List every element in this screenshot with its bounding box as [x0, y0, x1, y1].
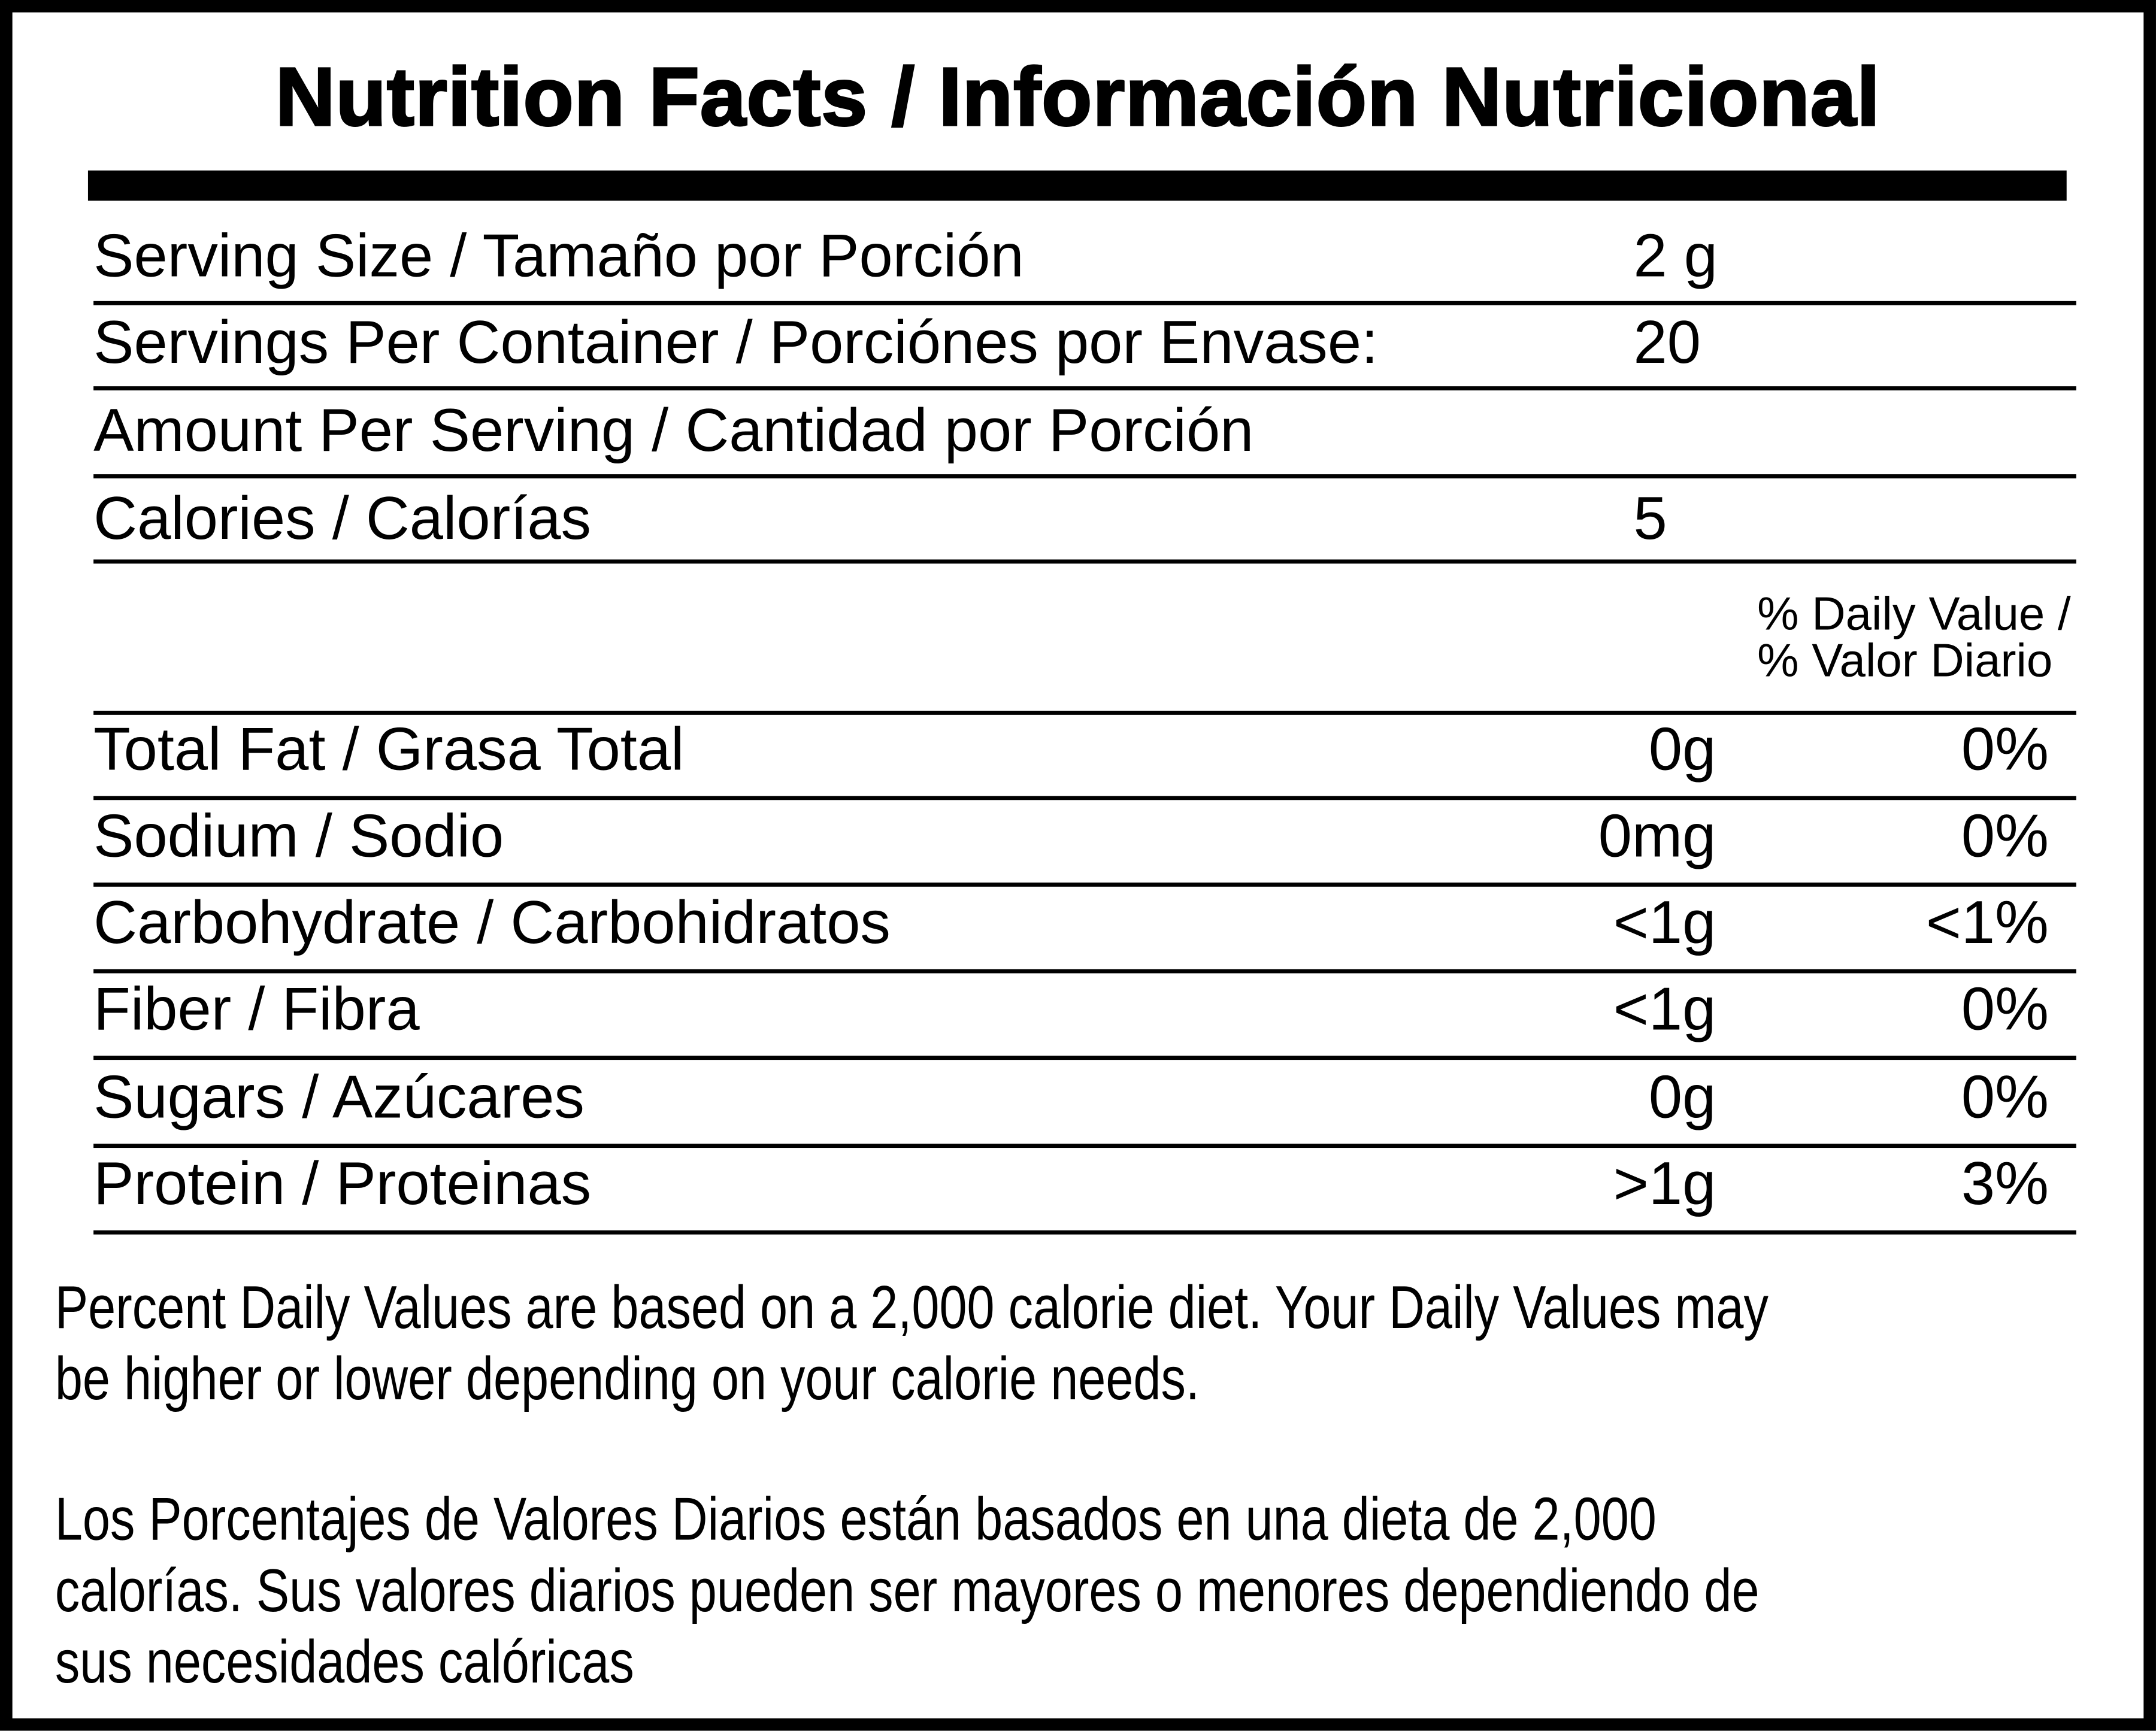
nutrient-row: Total Fat / Grasa Total 0g 0%	[93, 716, 2076, 785]
nutrient-label: Protein / Proteinas	[93, 1150, 592, 1218]
nutrient-daily-value: 0%	[1961, 716, 2049, 784]
divider	[93, 796, 2076, 801]
serving-value: 2 g	[1633, 222, 1718, 290]
footnote-en: Percent Daily Values are based on a 2,00…	[55, 1273, 1769, 1416]
footnote-line: Los Porcentajes de Valores Diarios están…	[54, 1486, 1657, 1554]
label-title: Nutrition Facts / Información Nutriciona…	[274, 50, 1881, 144]
dv-header-en: % Daily Value /	[1757, 588, 2071, 641]
divider	[93, 969, 2076, 974]
serving-label: Calories / Calorías	[93, 485, 592, 553]
divider	[93, 1144, 2076, 1148]
daily-value-header: % Daily Value / % Valor Diario	[1757, 591, 2071, 684]
nutrient-amount: <1g	[1613, 976, 1716, 1044]
nutrient-label: Fiber / Fibra	[93, 976, 420, 1044]
nutrient-row: Fiber / Fibra <1g 0%	[93, 976, 2076, 1045]
serving-label: Amount Per Serving / Cantidad por Porció…	[93, 397, 1254, 465]
nutrient-row: Sodium / Sodio 0mg 0%	[93, 803, 2076, 872]
serving-value: 5	[1633, 485, 1667, 553]
calories-row: Calories / Calorías 5	[93, 485, 2076, 554]
nutrient-daily-value: <1%	[1925, 889, 2049, 957]
divider	[93, 386, 2076, 391]
nutrient-amount: <1g	[1613, 889, 1716, 957]
nutrient-row: Sugars / Azúcares 0g 0%	[93, 1064, 2076, 1133]
nutrient-row: Protein / Proteinas >1g 3%	[93, 1151, 2076, 1220]
serving-value: 20	[1633, 309, 1701, 377]
servings-per-container-row: Servings Per Container / Porciónes por E…	[93, 310, 2076, 378]
footnote-line: be higher or lower depending on your cal…	[54, 1345, 1200, 1414]
thick-divider	[87, 170, 2067, 201]
divider	[93, 882, 2076, 887]
amount-per-serving-row: Amount Per Serving / Cantidad por Porció…	[93, 398, 2076, 466]
nutrient-row: Carbohydrate / Carbohidratos <1g <1%	[93, 889, 2076, 958]
nutrient-label: Sugars / Azúcares	[93, 1064, 585, 1132]
divider	[93, 301, 2076, 305]
nutrient-label: Carbohydrate / Carbohidratos	[93, 889, 891, 957]
nutrient-daily-value: 0%	[1961, 1064, 2049, 1132]
dv-header-es: % Valor Diario	[1757, 635, 2053, 687]
nutrient-daily-value: 0%	[1961, 802, 2049, 871]
divider	[93, 559, 2076, 564]
nutrient-amount: 0g	[1648, 1064, 1716, 1132]
footnote-line: sus necesidades calóricas	[54, 1629, 634, 1697]
serving-size-row: Serving Size / Tamaño por Porción 2 g	[93, 223, 2076, 292]
nutrient-daily-value: 3%	[1961, 1150, 2049, 1218]
footnote-es: Los Porcentajes de Valores Diarios están…	[55, 1485, 1760, 1699]
serving-label: Serving Size / Tamaño por Porción	[93, 222, 1024, 290]
divider	[93, 1056, 2076, 1060]
nutrient-amount: 0g	[1648, 716, 1716, 784]
divider	[93, 1230, 2076, 1235]
nutrient-daily-value: 0%	[1961, 976, 2049, 1044]
nutrient-label: Total Fat / Grasa Total	[93, 716, 685, 784]
nutrient-amount: 0mg	[1598, 802, 1716, 871]
serving-label: Servings Per Container / Porciónes por E…	[93, 309, 1379, 377]
footnote-line: Percent Daily Values are based on a 2,00…	[54, 1274, 1769, 1342]
footnote-line: calorías. Sus valores diarios pueden ser…	[54, 1557, 1760, 1625]
divider	[93, 474, 2076, 478]
nutrient-amount: >1g	[1613, 1150, 1716, 1218]
divider	[93, 710, 2076, 715]
nutrient-label: Sodium / Sodio	[93, 802, 504, 871]
